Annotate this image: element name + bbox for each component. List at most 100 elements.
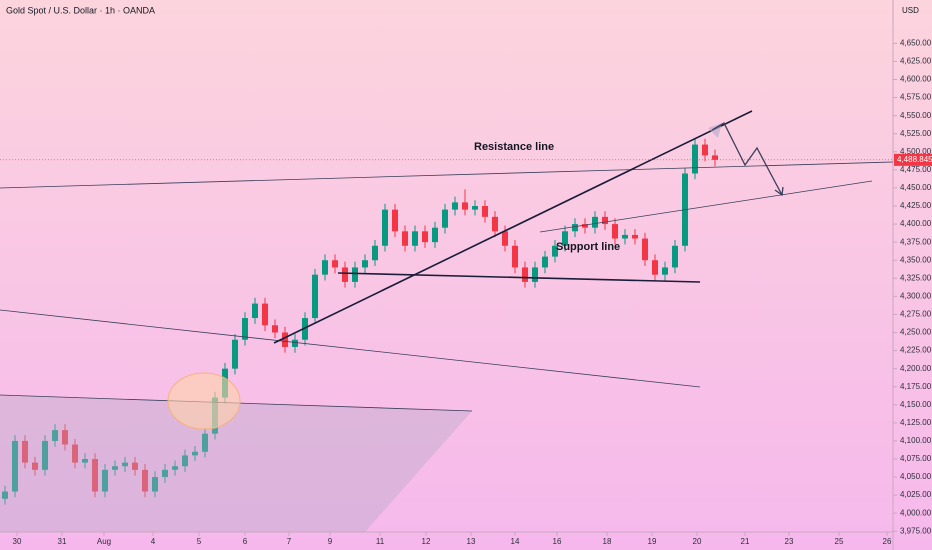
rising-line bbox=[273, 110, 753, 344]
candle-body bbox=[342, 267, 348, 282]
candle-body bbox=[462, 202, 468, 210]
trend-line bbox=[0, 161, 894, 189]
last-price-label: 4,488.845 bbox=[897, 155, 932, 164]
candle-body bbox=[322, 260, 328, 275]
candle-body bbox=[572, 224, 578, 232]
x-tick-label: Aug bbox=[97, 537, 111, 546]
y-tick-label: 4,275.00 bbox=[900, 310, 932, 319]
y-tick-label: 4,400.00 bbox=[900, 219, 932, 228]
y-tick-label: 4,125.00 bbox=[900, 418, 932, 427]
candle-body bbox=[2, 491, 8, 499]
candle-body bbox=[362, 260, 368, 268]
y-tick-label: 4,100.00 bbox=[900, 436, 932, 445]
candle-body bbox=[492, 216, 498, 232]
candle-body bbox=[272, 325, 278, 333]
candle-body bbox=[62, 430, 68, 445]
candle-body bbox=[382, 209, 388, 246]
x-tick-label: 16 bbox=[553, 537, 562, 546]
candle-body bbox=[422, 231, 428, 243]
candle-body bbox=[182, 455, 188, 467]
candle-body bbox=[242, 318, 248, 340]
candles bbox=[2, 138, 718, 505]
candle-body bbox=[582, 224, 588, 228]
candle-body bbox=[352, 267, 358, 282]
x-tick-label: 26 bbox=[883, 537, 892, 546]
candle-body bbox=[92, 458, 98, 492]
y-tick-label: 4,500.00 bbox=[900, 147, 932, 156]
candle-body bbox=[302, 318, 308, 340]
candle-body bbox=[42, 440, 48, 470]
candle-body bbox=[502, 231, 508, 246]
chart-title: Gold Spot / U.S. Dollar · 1h · OANDA bbox=[6, 5, 155, 15]
y-tick-label: 4,325.00 bbox=[900, 273, 932, 282]
candle-body bbox=[192, 451, 198, 456]
annotation: Resistance line bbox=[474, 141, 554, 153]
candle-body bbox=[172, 466, 178, 470]
candle-body bbox=[612, 224, 618, 239]
x-tick-label: 6 bbox=[243, 537, 248, 546]
candle-body bbox=[152, 477, 158, 492]
candle-body bbox=[562, 231, 568, 246]
projection-arrow bbox=[711, 122, 783, 196]
candle-body bbox=[292, 339, 298, 347]
candle-body bbox=[532, 267, 538, 282]
currency: USD bbox=[902, 6, 919, 15]
candle-body bbox=[132, 462, 138, 470]
x-tick-label: 18 bbox=[603, 537, 612, 546]
y-tick-label: 3,975.00 bbox=[900, 526, 932, 535]
candle-body bbox=[442, 209, 448, 228]
candle-body bbox=[622, 234, 628, 239]
candle-body bbox=[112, 466, 118, 470]
candle-body bbox=[122, 462, 128, 467]
candle-body bbox=[32, 462, 38, 470]
candle-body bbox=[312, 274, 318, 319]
y-tick-label: 4,375.00 bbox=[900, 237, 932, 246]
x-tick-label: 21 bbox=[741, 537, 750, 546]
candle-body bbox=[692, 144, 698, 174]
y-tick-label: 4,150.00 bbox=[900, 400, 932, 409]
x-tick-label: 14 bbox=[511, 537, 520, 546]
trend-line bbox=[539, 180, 873, 233]
candle-body bbox=[672, 245, 678, 268]
candle-body bbox=[12, 440, 18, 492]
candle-body bbox=[52, 430, 58, 441]
trend-line bbox=[0, 309, 701, 388]
candle-body bbox=[642, 238, 648, 261]
y-tick-label: 4,000.00 bbox=[900, 508, 932, 517]
y-tick-label: 4,525.00 bbox=[900, 129, 932, 138]
candle-body bbox=[632, 234, 638, 239]
y-tick-label: 4,225.00 bbox=[900, 346, 932, 355]
candle-body bbox=[22, 440, 28, 463]
last-price-tag bbox=[894, 153, 932, 166]
candle-body bbox=[542, 256, 548, 268]
x-tick-label: 20 bbox=[693, 537, 702, 546]
x-tick-label: 31 bbox=[58, 537, 67, 546]
x-tick-label: 23 bbox=[785, 537, 794, 546]
candle-body bbox=[592, 216, 598, 228]
y-tick-label: 4,350.00 bbox=[900, 255, 932, 264]
y-tick-label: 4,250.00 bbox=[900, 328, 932, 337]
candle-body bbox=[452, 202, 458, 210]
candle-body bbox=[662, 267, 668, 275]
x-tick-label: 5 bbox=[197, 537, 202, 546]
candle-body bbox=[602, 216, 608, 225]
x-tick-label: 9 bbox=[328, 537, 333, 546]
candle-body bbox=[102, 469, 108, 492]
candle-body bbox=[432, 227, 438, 243]
candle-body bbox=[72, 444, 78, 463]
y-tick-label: 4,575.00 bbox=[900, 93, 932, 102]
y-tick-label: 4,300.00 bbox=[900, 291, 932, 300]
candle-body bbox=[332, 260, 338, 268]
y-tick-label: 4,425.00 bbox=[900, 201, 932, 210]
x-tick-label: 4 bbox=[151, 537, 156, 546]
candle-body bbox=[522, 267, 528, 282]
candle-body bbox=[402, 231, 408, 246]
candle-body bbox=[252, 303, 258, 319]
candle-body bbox=[202, 433, 208, 452]
support-line bbox=[337, 272, 701, 283]
y-tick-label: 4,050.00 bbox=[900, 472, 932, 481]
y-tick-label: 4,075.00 bbox=[900, 454, 932, 463]
candle-body bbox=[282, 332, 288, 347]
y-tick-label: 4,200.00 bbox=[900, 364, 932, 373]
